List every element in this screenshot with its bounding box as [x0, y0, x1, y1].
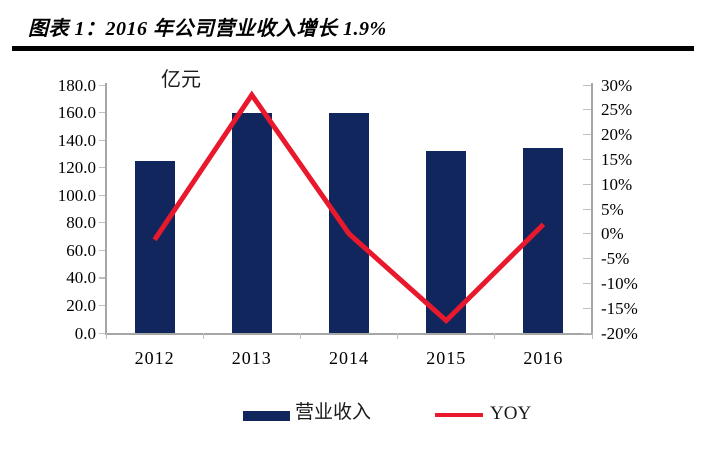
y-axis-right-label: 30%	[601, 75, 633, 95]
title-divider	[12, 46, 694, 51]
y-axis-left-label: 140.0	[57, 130, 96, 150]
revenue-bar	[231, 112, 272, 333]
legend-revenue-label: 营业收入	[295, 402, 372, 423]
x-axis-tick	[105, 333, 107, 339]
revenue-bar	[426, 151, 467, 333]
y-axis-right-label: 10%	[601, 174, 633, 194]
y-axis-left-line	[105, 83, 107, 335]
y-axis-left-tick	[99, 277, 105, 279]
left-axis-unit-label: 亿元	[161, 69, 201, 91]
x-axis-label: 2014	[329, 348, 369, 368]
y-axis-right-tick	[583, 84, 591, 86]
y-axis-right-label: -10%	[601, 273, 638, 293]
yoy-line	[152, 90, 546, 325]
y-axis-left-label: 40.0	[66, 268, 96, 288]
x-axis-tick	[397, 333, 399, 339]
y-axis-right-label: 20%	[601, 125, 633, 145]
y-axis-right-tick	[583, 233, 591, 235]
y-axis-right-label: 25%	[601, 100, 633, 120]
y-axis-right-tick	[583, 109, 591, 111]
y-axis-left-label: 180.0	[57, 75, 96, 95]
y-axis-right-label: -5%	[601, 249, 630, 269]
y-axis-left-tick	[99, 249, 105, 252]
y-axis-right-label: -20%	[601, 323, 638, 343]
y-axis-left-label: 0.0	[74, 323, 96, 343]
x-axis-line	[105, 333, 593, 335]
y-axis-right-tick	[583, 332, 591, 334]
y-axis-left-label: 160.0	[57, 103, 96, 123]
y-axis-left-label: 100.0	[57, 185, 96, 205]
y-axis-right-tick	[583, 158, 591, 161]
y-axis-right-tick	[583, 258, 591, 260]
y-axis-left-label: 120.0	[57, 158, 96, 178]
y-axis-right-tick	[583, 208, 591, 210]
y-axis-right-label: 15%	[601, 149, 633, 169]
y-axis-left-tick	[99, 112, 105, 114]
revenue-bar	[134, 160, 175, 333]
x-axis-tick	[202, 333, 204, 339]
y-axis-left-tick	[99, 222, 105, 224]
y-axis-left-tick	[99, 139, 105, 141]
legend-yoy-line-swatch	[435, 413, 483, 417]
y-axis-left-label: 60.0	[66, 240, 96, 260]
legend-yoy-label: YOY	[490, 403, 532, 424]
y-axis-right-tick	[583, 134, 591, 136]
y-axis-right-line	[591, 83, 593, 335]
y-axis-left-tick	[99, 84, 105, 86]
figure-title: 图表 1：2016 年公司营业收入增长 1.9%	[28, 18, 387, 40]
x-axis-tick	[494, 333, 496, 339]
x-axis-tick	[299, 333, 302, 339]
y-axis-left-label: 20.0	[66, 295, 96, 315]
x-axis-label: 2013	[231, 348, 272, 368]
legend-revenue-swatch	[243, 411, 290, 421]
x-axis-label: 2015	[426, 348, 467, 368]
y-axis-left-tick	[99, 194, 105, 196]
y-axis-left-tick	[99, 167, 105, 169]
y-axis-right-label: 0%	[601, 224, 624, 244]
y-axis-right-label: 5%	[601, 199, 624, 219]
y-axis-right-tick	[583, 307, 591, 309]
revenue-bar	[329, 112, 369, 333]
y-axis-right-tick	[583, 282, 591, 285]
y-axis-left-tick	[99, 332, 105, 334]
x-axis-label: 2012	[134, 348, 175, 368]
y-axis-left-label: 80.0	[66, 213, 96, 233]
y-axis-right-label: -15%	[601, 298, 638, 318]
y-axis-right-tick	[583, 183, 591, 185]
y-axis-left-tick	[99, 304, 105, 307]
x-axis-label: 2016	[523, 348, 564, 368]
x-axis-tick	[591, 333, 593, 339]
